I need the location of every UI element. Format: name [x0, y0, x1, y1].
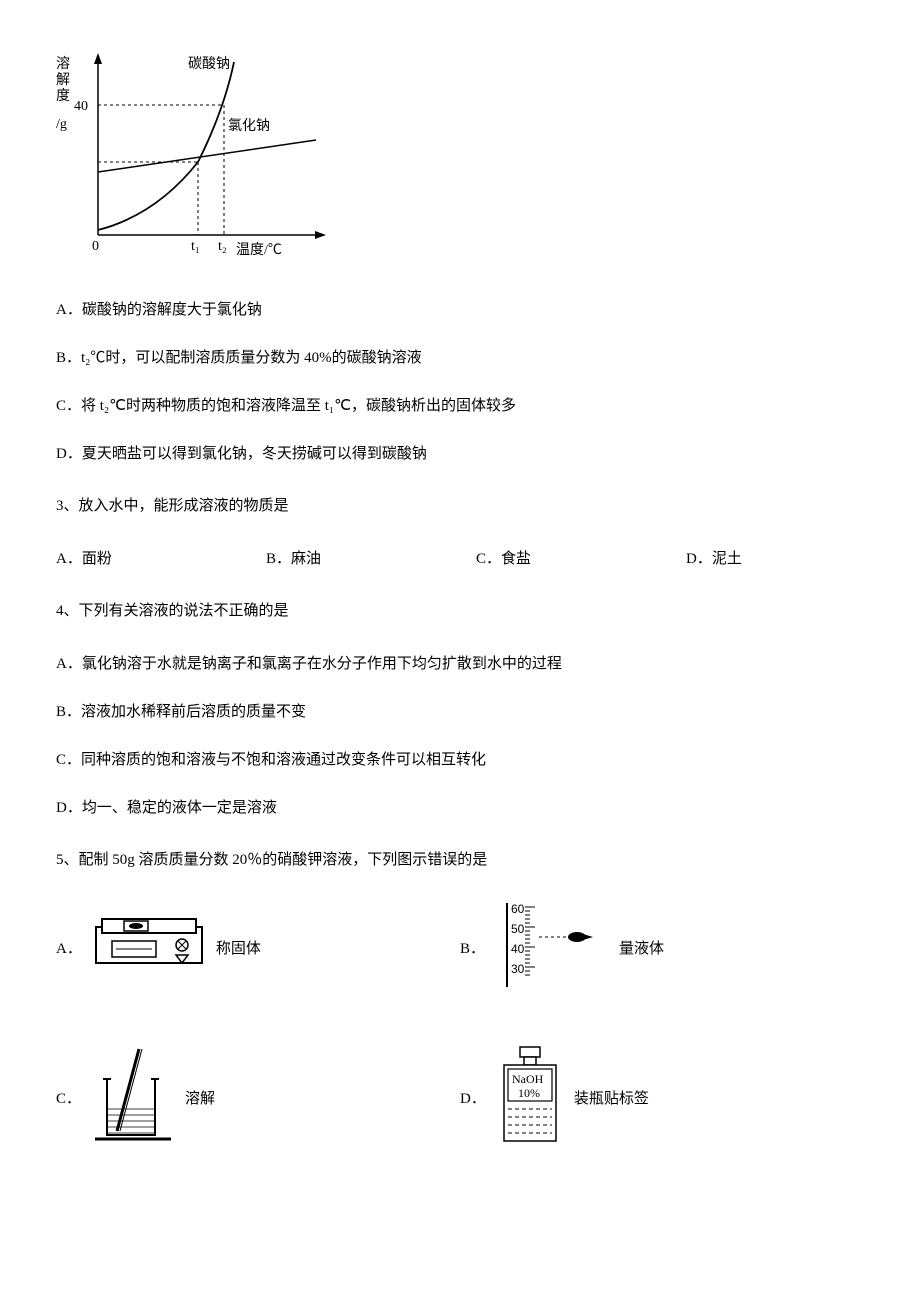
y-arrow [94, 53, 102, 64]
q4-options: A．氯化钠溶于水就是钠离子和氯离子在水分子作用下均匀扩散到水中的过程 B．溶液加… [56, 652, 864, 820]
q5-d-label: 装瓶贴标签 [574, 1087, 649, 1111]
q5-option-a: A． 称固体 [56, 901, 460, 997]
q5-a-prefix: A． [56, 937, 82, 961]
y-tick-40: 40 [74, 99, 88, 114]
solubility-chart: 溶 解 度 /g 40 0 t₁ t₂ 温度/℃ 氯化钠 碳酸钠 [56, 50, 864, 268]
q3-option-a: A．面粉 [56, 547, 256, 571]
q3-options: A．面粉 B．麻油 C．食盐 D．泥土 [56, 547, 864, 571]
q3-option-c: C．食盐 [476, 547, 676, 571]
q5-c-label: 溶解 [185, 1087, 215, 1111]
q5-options: A． 称固体 B． 60 50 4 [56, 901, 864, 1201]
q5-d-prefix: D． [460, 1087, 486, 1111]
na2co3-curve [98, 62, 234, 230]
q5-b-prefix: B． [460, 937, 485, 961]
q4-option-c: C．同种溶质的饱和溶液与不饱和溶液通过改变条件可以相互转化 [56, 748, 864, 772]
bottle-text-1: NaOH [512, 1072, 544, 1086]
q4-stem: 4、下列有关溶液的说法不正确的是 [56, 595, 864, 628]
x-tick-t1: t₁ [191, 239, 200, 254]
nacl-label: 氯化钠 [228, 118, 270, 134]
x-axis-label: 温度/℃ [236, 242, 282, 258]
q2-options: A．碳酸钠的溶解度大于氯化钠 B．t₂℃时，可以配制溶质质量分数为 40%的碳酸… [56, 298, 864, 466]
q4-option-b: B．溶液加水稀释前后溶质的质量不变 [56, 700, 864, 724]
q5-option-b: B． 60 50 40 30 [460, 901, 864, 997]
x-arrow [315, 231, 326, 239]
q3-option-b: B．麻油 [266, 547, 466, 571]
y-unit: /g [56, 117, 67, 132]
q3-option-d: D．泥土 [686, 547, 886, 571]
y-label-2: 解 [56, 72, 70, 88]
bottle-text-2: 10% [518, 1086, 540, 1100]
svg-text:60: 60 [511, 902, 525, 916]
q2-option-d: D．夏天晒盐可以得到氯化钠，冬天捞碱可以得到碳酸钠 [56, 442, 864, 466]
q2-option-c: C．将 t₂℃时两种物质的饱和溶液降温至 t₁℃，碳酸钠析出的固体较多 [56, 394, 864, 418]
q3-stem: 3、放入水中，能形成溶液的物质是 [56, 490, 864, 523]
q5-a-label: 称固体 [216, 937, 261, 961]
q5-stem: 5、配制 50g 溶质质量分数 20％的硝酸钾溶液，下列图示错误的是 [56, 844, 864, 877]
q2-option-b: B．t₂℃时，可以配制溶质质量分数为 40%的碳酸钠溶液 [56, 346, 864, 370]
na2co3-label: 碳酸钠 [188, 56, 230, 72]
bottle-icon: NaOH 10% [498, 1045, 562, 1153]
beaker-icon [93, 1045, 173, 1153]
balance-icon [94, 915, 204, 983]
chart-svg: 溶 解 度 /g 40 0 t₁ t₂ 温度/℃ 氯化钠 碳酸钠 [56, 50, 346, 260]
svg-text:40: 40 [511, 942, 525, 956]
svg-text:30: 30 [511, 962, 525, 976]
svg-text:50: 50 [511, 922, 525, 936]
y-label-3: 度 [56, 88, 70, 104]
x-tick-t2: t₂ [218, 239, 227, 254]
q5-option-c: C． 溶解 [56, 1045, 460, 1153]
q5-option-d: D． NaOH 10% 装瓶贴标签 [460, 1045, 864, 1153]
y-label-1: 溶 [56, 56, 70, 72]
cylinder-icon: 60 50 40 30 [497, 901, 607, 997]
origin-label: 0 [92, 239, 99, 254]
q4-option-a: A．氯化钠溶于水就是钠离子和氯离子在水分子作用下均匀扩散到水中的过程 [56, 652, 864, 676]
q2-option-a: A．碳酸钠的溶解度大于氯化钠 [56, 298, 864, 322]
q4-option-d: D．均一、稳定的液体一定是溶液 [56, 796, 864, 820]
q5-c-prefix: C． [56, 1087, 81, 1111]
q5-b-label: 量液体 [619, 937, 664, 961]
